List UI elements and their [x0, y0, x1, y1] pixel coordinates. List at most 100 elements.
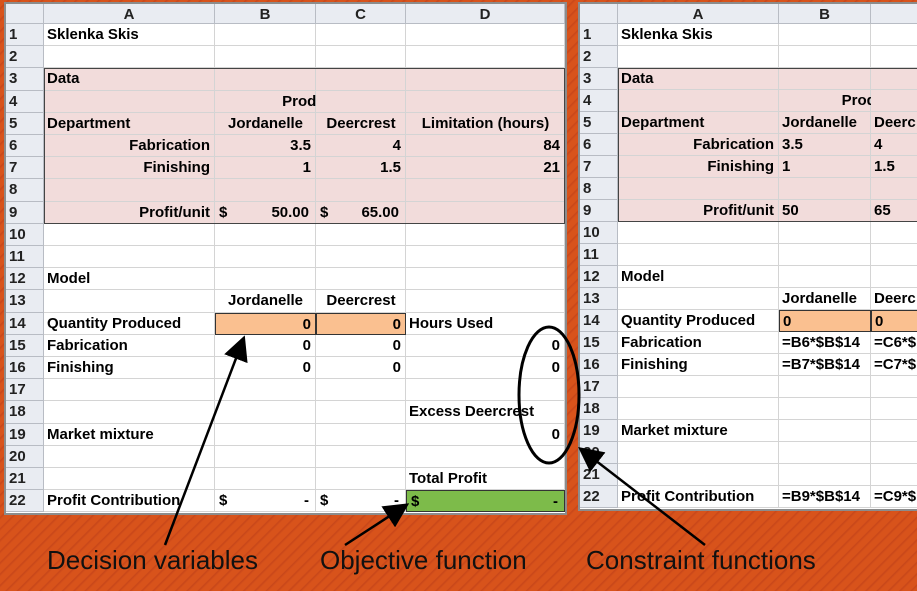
- cell: [779, 442, 871, 464]
- cell-value: Data: [621, 70, 654, 87]
- cell: Department: [618, 112, 779, 134]
- row-number: 20: [6, 445, 44, 468]
- cell: [215, 401, 316, 424]
- cell: Quantity Produced: [44, 312, 215, 335]
- cell-value: 65: [874, 202, 891, 219]
- cell: [44, 223, 215, 246]
- cell-value: 0: [783, 313, 792, 330]
- column-header: [871, 4, 917, 24]
- cell: Fabrication: [44, 135, 215, 158]
- cell-value: Deerc: [874, 114, 916, 131]
- row-number: 1: [580, 24, 618, 46]
- cell: [618, 222, 779, 244]
- arrow: [163, 335, 248, 546]
- cell: [316, 401, 406, 424]
- cell: 0: [316, 312, 406, 335]
- row-number: 11: [580, 244, 618, 266]
- cell: =C6*$: [871, 332, 917, 354]
- row-number: 16: [580, 354, 618, 376]
- cell: [871, 442, 917, 464]
- cell-value: 1: [782, 158, 791, 175]
- cell-value: =B7*$B$14: [782, 356, 860, 373]
- row-number: 15: [580, 332, 618, 354]
- cell: Fabrication: [618, 332, 779, 354]
- row-number: 7: [6, 157, 44, 180]
- cell: Fabrication: [618, 134, 779, 156]
- cell: [871, 420, 917, 442]
- column-header: C: [316, 4, 406, 24]
- cell-value: Profit Contribution: [47, 492, 181, 510]
- cell-value: Data: [47, 70, 80, 88]
- cell-value: 1.5: [874, 158, 895, 175]
- cell: [779, 178, 871, 200]
- row-number: 6: [580, 134, 618, 156]
- cell-value: Excess Deercrest: [409, 403, 535, 421]
- row-number: 17: [580, 376, 618, 398]
- cell: Fabrication: [44, 334, 215, 357]
- cell: 84: [406, 135, 565, 158]
- cell: Excess Deercrest: [406, 401, 565, 424]
- cell: Finishing: [618, 156, 779, 178]
- cell-value: -: [304, 492, 309, 510]
- cell-value: 0: [551, 336, 560, 354]
- cell-value: =B9*$B$14: [782, 488, 860, 505]
- column-header: B: [215, 4, 316, 24]
- cell: [871, 266, 917, 288]
- cell: [406, 223, 565, 246]
- cell: Quantity Produced: [618, 310, 779, 332]
- cell: [215, 423, 316, 446]
- cell: [316, 423, 406, 446]
- cell-value: Fabrication: [47, 336, 128, 354]
- cell: [779, 266, 871, 288]
- arrow: [344, 503, 410, 547]
- cell-value: =C9*$: [874, 488, 917, 505]
- cell-value: Fabrication: [621, 334, 702, 351]
- cell-value: Model: [621, 268, 665, 285]
- cell: Finishing: [44, 157, 215, 180]
- cell: Data: [44, 68, 215, 91]
- cell: Sklenka Skis: [618, 24, 779, 46]
- cell: [871, 46, 917, 68]
- cell: [215, 379, 316, 402]
- cell: Total Profit: [406, 468, 565, 491]
- annotation: Decision variables: [47, 545, 258, 575]
- cell-value: -: [553, 493, 558, 511]
- row-number: 22: [6, 490, 44, 513]
- cell-value: 50.00: [271, 203, 309, 221]
- cell-value: Deercrest: [326, 114, 396, 132]
- cell: [779, 398, 871, 420]
- cell: [779, 222, 871, 244]
- cell: 0: [215, 312, 316, 335]
- cell-value: 0: [302, 336, 311, 354]
- cell: [618, 398, 779, 420]
- row-number: 19: [580, 420, 618, 442]
- row-number: 14: [580, 310, 618, 332]
- cell: [406, 246, 565, 269]
- cell: [316, 223, 406, 246]
- cell: =C7*$: [871, 354, 917, 376]
- cell: [871, 376, 917, 398]
- cell: [215, 268, 316, 291]
- cell: Jordanelle: [779, 288, 871, 310]
- column-header: A: [618, 4, 779, 24]
- cell: [406, 290, 565, 313]
- row-number: 4: [6, 90, 44, 113]
- row-number: 16: [6, 357, 44, 380]
- row-number: 8: [6, 179, 44, 202]
- cell: Deercrest: [316, 290, 406, 313]
- cell: [316, 24, 406, 47]
- cell: 3.5: [779, 134, 871, 156]
- cell: [618, 90, 779, 112]
- cell: [779, 420, 871, 442]
- row-number: 21: [6, 468, 44, 491]
- cell-value: 0: [392, 315, 401, 333]
- cell: 3.5: [215, 135, 316, 158]
- cell-value: Sklenka Skis: [621, 26, 713, 43]
- cell: [618, 464, 779, 486]
- cell: [871, 244, 917, 266]
- cell: =B6*$B$14: [779, 332, 871, 354]
- cell: Deerc: [871, 112, 917, 134]
- row-number: 6: [6, 135, 44, 158]
- cell: Profit Contribution: [44, 490, 215, 513]
- row-number: 4: [580, 90, 618, 112]
